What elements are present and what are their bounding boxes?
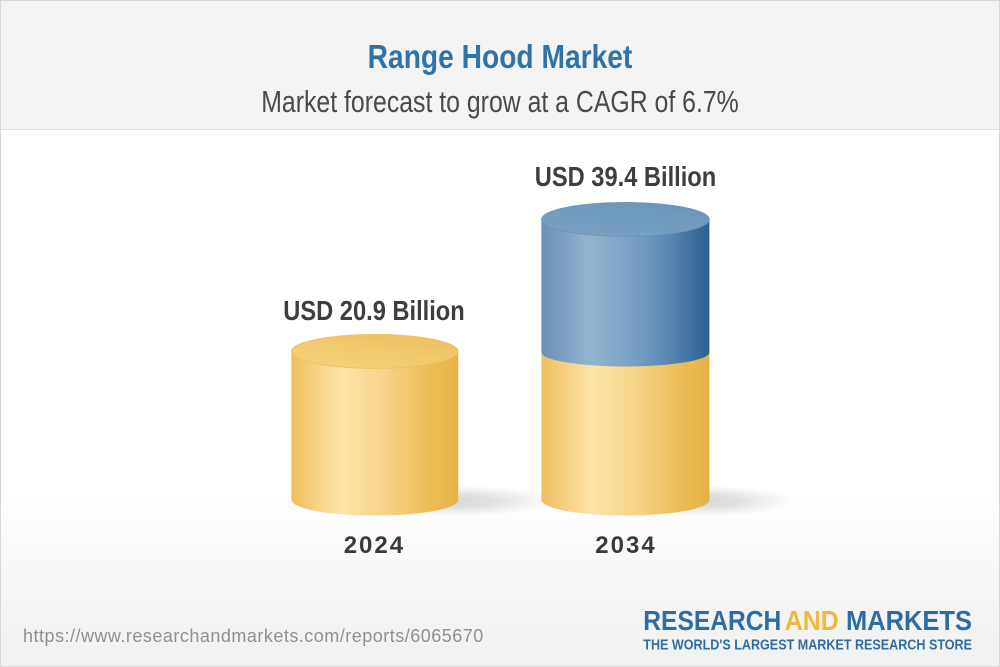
svg-text:RESEARCH: RESEARCH (643, 605, 781, 636)
svg-text:MARKETS: MARKETS (846, 605, 972, 636)
svg-text:AND: AND (785, 605, 839, 636)
svg-text:THE WORLD'S LARGEST MARKET RES: THE WORLD'S LARGEST MARKET RESEARCH STOR… (643, 637, 972, 654)
